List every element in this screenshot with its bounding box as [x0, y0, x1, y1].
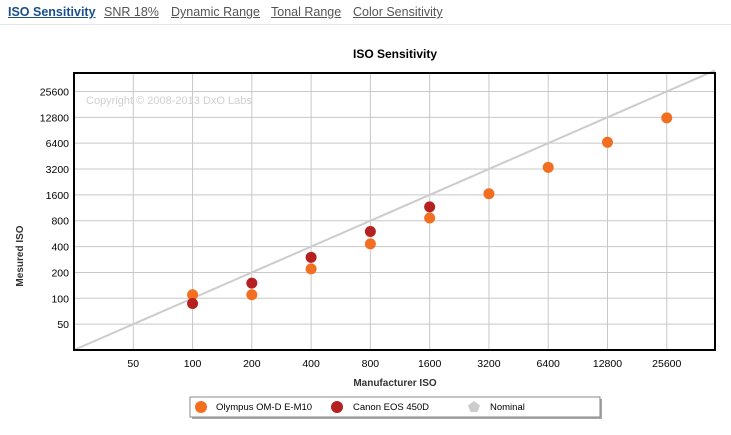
x-tick-labels: 50 100 200 400 800 1600 3200 6400 12800 25600 — [127, 358, 681, 370]
nominal-line — [73, 69, 716, 351]
olympus-point — [305, 263, 317, 275]
olympus-point — [483, 188, 495, 200]
y-tick-labels: 50 100 200 400 800 1600 3200 6400 12800 25600 — [40, 86, 69, 331]
x-tick-label: 400 — [302, 358, 320, 370]
canon-point — [305, 251, 317, 263]
y-tick-label: 100 — [51, 293, 69, 305]
x-tick-label: 1600 — [418, 358, 442, 370]
y-tick-label: 25600 — [40, 86, 69, 98]
y-tick-label: 50 — [57, 319, 69, 331]
data-points — [187, 112, 673, 309]
olympus-point — [601, 136, 613, 148]
legend-nominal-marker — [468, 401, 480, 412]
legend: Olympus OM-D E-M10 Canon EOS 450D Nomina… — [189, 396, 602, 419]
olympus-point — [187, 289, 199, 301]
x-tick-label: 200 — [243, 358, 261, 370]
tab-snr-18[interactable]: SNR 18% — [104, 5, 159, 19]
tab-dynamic-range[interactable]: Dynamic Range — [171, 5, 260, 19]
canon-point — [187, 297, 199, 309]
plot-frame — [73, 72, 716, 351]
x-axis-label: Manufacturer ISO — [353, 378, 437, 389]
grid — [74, 73, 715, 350]
y-tick-label: 400 — [51, 242, 69, 254]
x-tick-label: 50 — [127, 358, 139, 370]
olympus-point — [424, 212, 436, 224]
legend-canon-marker — [331, 401, 343, 413]
tab-color-sensitivity[interactable]: Color Sensitivity — [353, 5, 443, 19]
y-tick-label: 800 — [51, 216, 69, 228]
tab-bar: ISO Sensitivity SNR 18% Dynamic Range To… — [0, 0, 731, 25]
y-tick-label: 1600 — [46, 190, 70, 202]
legend-olympus-marker — [195, 401, 207, 413]
x-tick-label: 100 — [184, 358, 202, 370]
olympus-point — [246, 289, 258, 301]
legend-canon-label: Canon EOS 450D — [353, 402, 429, 413]
tab-iso-sensitivity[interactable]: ISO Sensitivity — [8, 5, 96, 19]
x-tick-label: 3200 — [477, 358, 501, 370]
olympus-point — [542, 161, 554, 173]
legend-olympus-label: Olympus OM-D E-M10 — [216, 402, 312, 413]
y-tick-label: 3200 — [46, 164, 70, 176]
canon-point — [424, 201, 436, 213]
olympus-point — [364, 238, 376, 250]
x-tick-label: 12800 — [593, 358, 622, 370]
tab-tonal-range[interactable]: Tonal Range — [271, 5, 342, 19]
canon-point — [246, 277, 258, 289]
x-tick-label: 800 — [362, 358, 380, 370]
y-axis-label: Mesured ISO — [15, 225, 26, 286]
x-tick-label: 6400 — [537, 358, 561, 370]
olympus-point — [661, 112, 673, 124]
iso-sensitivity-chart: ISO Sensitivity Copyright © 2008-2013 Dx… — [15, 47, 716, 419]
y-tick-label: 6400 — [46, 138, 70, 150]
y-tick-label: 12800 — [40, 112, 69, 124]
y-tick-label: 200 — [51, 267, 69, 279]
chart-title: ISO Sensitivity — [353, 47, 437, 61]
canon-point — [364, 225, 376, 237]
legend-nominal-label: Nominal — [490, 402, 525, 413]
nominal-reference-line — [73, 69, 716, 351]
legend-box — [189, 396, 601, 418]
watermark: Copyright © 2008-2013 DxO Labs — [86, 95, 252, 107]
x-tick-label: 25600 — [652, 358, 681, 370]
